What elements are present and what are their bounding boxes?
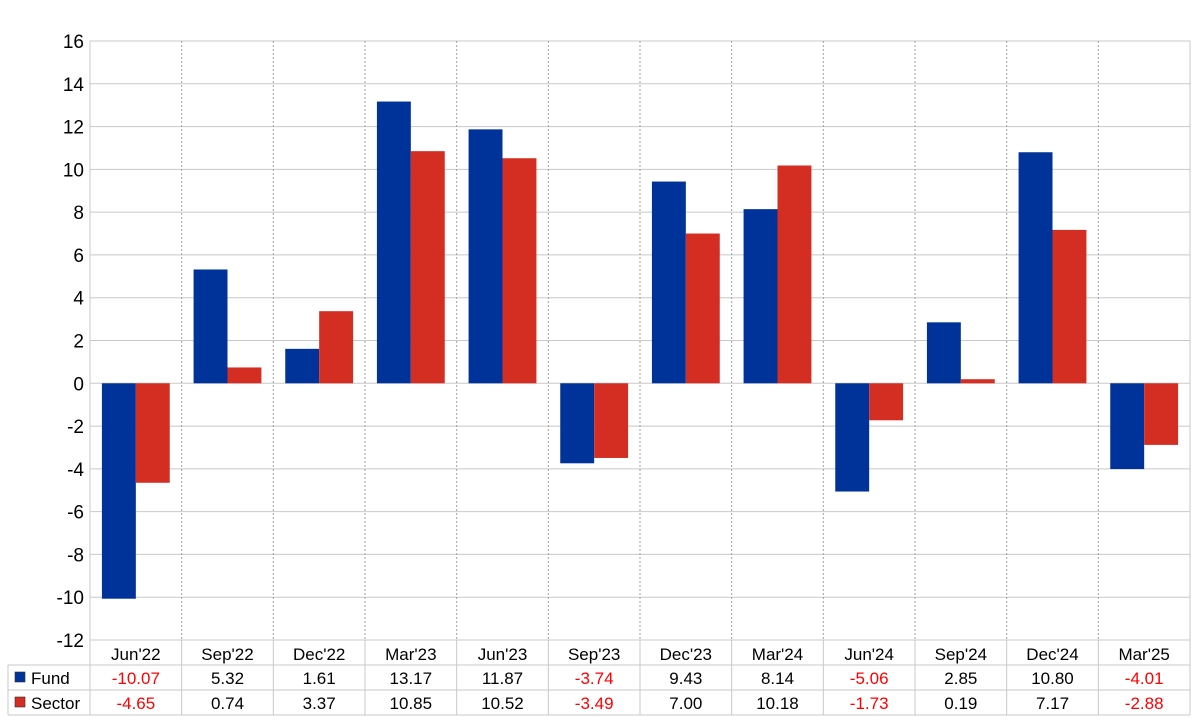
y-tick-label: -6 bbox=[67, 503, 84, 524]
data-table-cell: 2.85 bbox=[944, 669, 977, 688]
x-tick-label: Jun'23 bbox=[478, 645, 528, 664]
bar-sector bbox=[777, 165, 812, 384]
data-table-cell: -4.01 bbox=[1125, 669, 1164, 688]
data-table-cell: 8.14 bbox=[761, 669, 794, 688]
y-tick-label: 12 bbox=[63, 118, 84, 139]
bar-fund bbox=[468, 129, 503, 384]
bar-fund bbox=[285, 348, 320, 384]
data-table-cell: -4.65 bbox=[116, 694, 155, 713]
x-tick-label: Jun'22 bbox=[111, 645, 161, 664]
data-table-cell: 7.00 bbox=[669, 694, 702, 713]
x-tick-label: Dec'23 bbox=[660, 645, 712, 664]
y-tick-label: 2 bbox=[73, 332, 84, 353]
bar-fund bbox=[651, 181, 686, 384]
y-tick-label: -12 bbox=[57, 631, 84, 652]
data-table-cell: -10.07 bbox=[112, 669, 160, 688]
data-table-cell: 13.17 bbox=[390, 669, 433, 688]
bar-sector bbox=[227, 367, 262, 384]
data-table-cell: -5.06 bbox=[850, 669, 889, 688]
bar-fund bbox=[743, 209, 778, 384]
bar-sector bbox=[135, 383, 170, 483]
bar-fund bbox=[560, 383, 595, 464]
x-tick-label: Mar'24 bbox=[752, 645, 803, 664]
data-table-cell: 0.19 bbox=[944, 694, 977, 713]
legend-label-sector: Sector bbox=[31, 694, 80, 713]
data-table-cell: 11.87 bbox=[482, 669, 523, 688]
data-table-cell: 3.37 bbox=[303, 694, 336, 713]
y-tick-label: 8 bbox=[73, 203, 84, 224]
bar-fund bbox=[101, 383, 136, 599]
x-tick-label: Jun'24 bbox=[844, 645, 894, 664]
data-table-cell: 10.18 bbox=[756, 694, 799, 713]
bar-sector bbox=[1144, 383, 1179, 445]
x-tick-label: Sep'22 bbox=[201, 645, 253, 664]
bar-sector bbox=[869, 383, 904, 421]
data-table-cell: 10.52 bbox=[481, 694, 524, 713]
y-tick-label: 10 bbox=[63, 160, 84, 181]
y-tick-label: 6 bbox=[73, 246, 84, 267]
legend-label-fund: Fund bbox=[31, 669, 70, 688]
bar-sector bbox=[1052, 229, 1087, 384]
data-table-cell: -3.49 bbox=[575, 694, 614, 713]
bar-sector bbox=[502, 158, 537, 384]
bar-fund bbox=[926, 322, 961, 384]
legend-swatch-sector bbox=[14, 696, 26, 708]
y-tick-label: -2 bbox=[67, 417, 84, 438]
x-tick-label: Dec'22 bbox=[293, 645, 345, 664]
data-table-cell: 5.32 bbox=[211, 669, 244, 688]
y-tick-label: -4 bbox=[67, 460, 84, 481]
data-table-cell: 1.61 bbox=[303, 669, 336, 688]
x-tick-label: Dec'24 bbox=[1026, 645, 1078, 664]
bar-sector bbox=[410, 151, 445, 384]
data-table-cell: -2.88 bbox=[1125, 694, 1164, 713]
y-tick-label: -8 bbox=[67, 545, 84, 566]
data-table-cell: -3.74 bbox=[575, 669, 614, 688]
bar-sector bbox=[960, 379, 995, 384]
y-tick-label: 0 bbox=[73, 374, 84, 395]
x-tick-label: Sep'23 bbox=[568, 645, 620, 664]
legend-swatch-fund bbox=[14, 671, 26, 683]
data-table-cell: 10.80 bbox=[1031, 669, 1074, 688]
y-tick-label: 4 bbox=[73, 289, 84, 310]
x-tick-label: Mar'25 bbox=[1118, 645, 1169, 664]
y-tick-label: -10 bbox=[57, 588, 84, 609]
y-tick-label: 14 bbox=[63, 75, 85, 96]
x-tick-label: Sep'24 bbox=[935, 645, 987, 664]
bar-fund bbox=[1018, 152, 1053, 384]
bar-fund bbox=[376, 101, 411, 384]
bar-sector bbox=[319, 311, 354, 384]
data-table-cell: 7.17 bbox=[1036, 694, 1069, 713]
bar-sector bbox=[685, 233, 720, 384]
bar-sector bbox=[594, 383, 629, 458]
data-table-cell: 0.74 bbox=[211, 694, 244, 713]
bar-fund bbox=[193, 269, 228, 384]
bar-fund bbox=[835, 383, 870, 492]
y-tick-label: 16 bbox=[63, 32, 84, 53]
x-tick-label: Mar'23 bbox=[385, 645, 436, 664]
data-table-cell: -1.73 bbox=[850, 694, 889, 713]
data-table-cell: 9.43 bbox=[669, 669, 702, 688]
data-table-cell: 10.85 bbox=[390, 694, 433, 713]
bar-fund bbox=[1110, 383, 1145, 470]
